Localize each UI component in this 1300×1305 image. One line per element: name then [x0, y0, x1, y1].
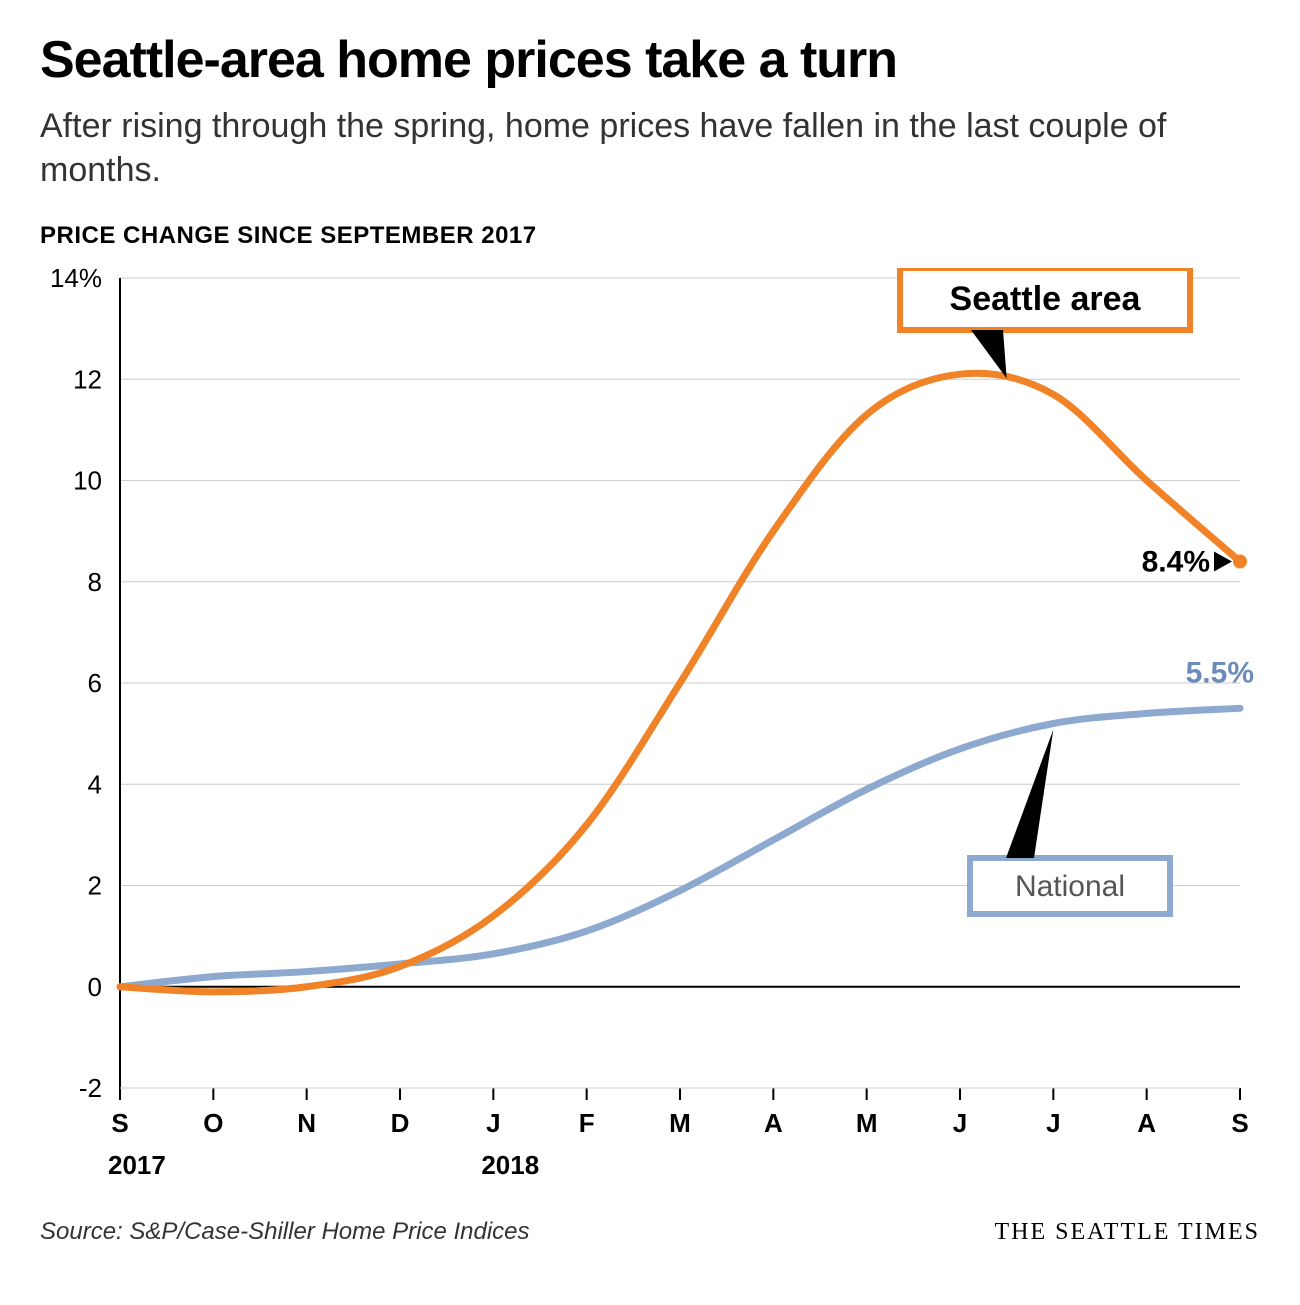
svg-text:A: A — [764, 1108, 783, 1138]
svg-text:5.5%: 5.5% — [1186, 657, 1254, 690]
svg-text:N: N — [297, 1108, 316, 1138]
svg-text:8.4%: 8.4% — [1142, 546, 1210, 579]
chart-container: Seattle-area home prices take a turn Aft… — [0, 0, 1300, 1305]
svg-text:Seattle area: Seattle area — [950, 280, 1142, 318]
svg-text:National: National — [1015, 870, 1125, 903]
svg-text:S: S — [1231, 1108, 1248, 1138]
svg-text:-2: -2 — [79, 1073, 102, 1103]
svg-text:4: 4 — [88, 770, 102, 800]
svg-text:6: 6 — [88, 668, 102, 698]
svg-text:J: J — [1046, 1108, 1060, 1138]
svg-text:F: F — [579, 1108, 595, 1138]
svg-text:2017: 2017 — [108, 1150, 166, 1180]
svg-text:8: 8 — [88, 567, 102, 597]
svg-text:M: M — [856, 1108, 878, 1138]
svg-text:D: D — [391, 1108, 410, 1138]
chart-footer: Source: S&P/Case-Shiller Home Price Indi… — [40, 1218, 1260, 1246]
svg-text:J: J — [953, 1108, 967, 1138]
credit-text: THE SEATTLE TIMES — [994, 1219, 1260, 1246]
svg-text:J: J — [486, 1108, 500, 1138]
source-text: Source: S&P/Case-Shiller Home Price Indi… — [40, 1218, 530, 1246]
line-chart-svg: -2 0 2 4 6 8 10 12 14% S O N D J F M A M J J A S 2017 2018 Seatt… — [40, 268, 1260, 1208]
chart-title: Seattle-area home prices take a turn — [40, 30, 1260, 90]
chart-axis-label: PRICE CHANGE SINCE SEPTEMBER 2017 — [40, 222, 1260, 250]
svg-text:2: 2 — [88, 871, 102, 901]
svg-text:M: M — [669, 1108, 691, 1138]
svg-text:2018: 2018 — [481, 1150, 539, 1180]
svg-text:10: 10 — [73, 466, 102, 496]
svg-text:S: S — [111, 1108, 128, 1138]
chart-subtitle: After rising through the spring, home pr… — [40, 104, 1260, 192]
svg-text:O: O — [203, 1108, 223, 1138]
chart-plot-area: -2 0 2 4 6 8 10 12 14% S O N D J F M A M J J A S 2017 2018 Seatt… — [40, 268, 1260, 1208]
svg-text:12: 12 — [73, 365, 102, 395]
svg-text:0: 0 — [88, 972, 102, 1002]
svg-text:14%: 14% — [50, 268, 102, 293]
svg-text:A: A — [1137, 1108, 1156, 1138]
